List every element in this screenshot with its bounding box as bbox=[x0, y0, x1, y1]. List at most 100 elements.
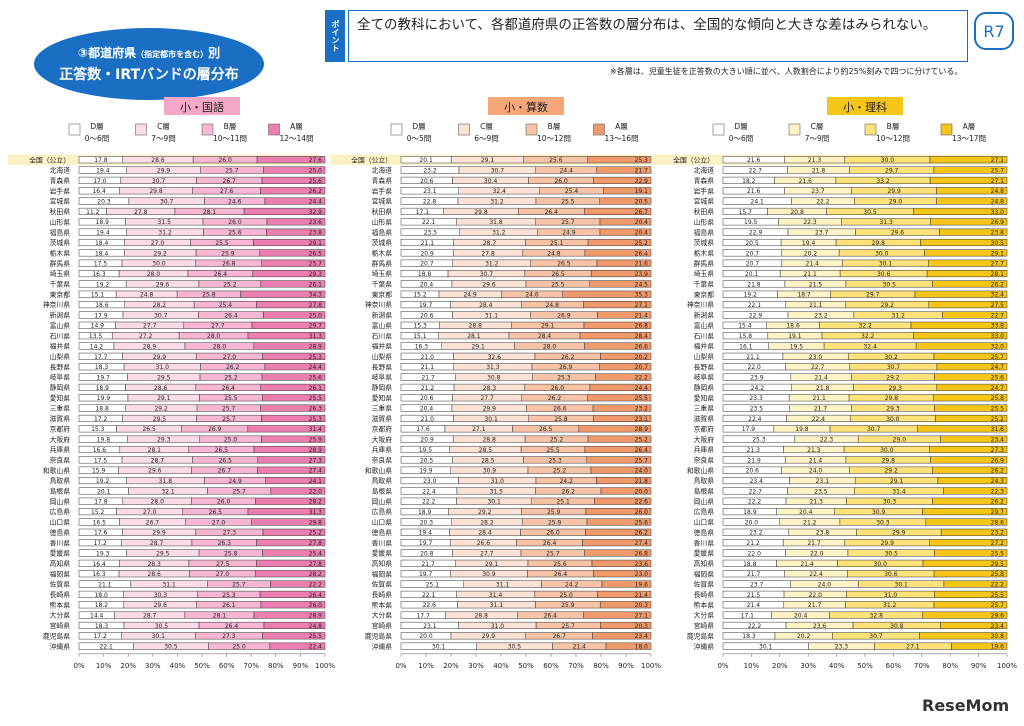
bar-value-label: 19.4 bbox=[96, 230, 110, 237]
bar-value-label: 20.1 bbox=[419, 157, 433, 164]
legend-swatch bbox=[268, 123, 280, 136]
bar-value-label: 30.0 bbox=[152, 261, 166, 268]
bar-value-label: 31.5 bbox=[158, 219, 172, 226]
bar-segment bbox=[600, 487, 652, 495]
x-tick-label: 80% bbox=[268, 662, 284, 670]
bar-value-label: 17.5 bbox=[94, 261, 108, 268]
bar-value-label: 21.6 bbox=[747, 157, 761, 164]
bar-value-label: 31.4 bbox=[892, 488, 906, 495]
bar-value-label: 15.4 bbox=[738, 323, 752, 330]
bar-value-label: 25.3 bbox=[222, 592, 236, 599]
legend-layer-label: C層 bbox=[480, 122, 493, 131]
bar-segment bbox=[910, 321, 1008, 329]
bar-value-label: 21.7 bbox=[808, 602, 822, 609]
bar-value-label: 29.1 bbox=[481, 157, 495, 164]
bar-value-label: 27.7 bbox=[211, 323, 225, 330]
bar-segment bbox=[592, 632, 652, 640]
bar-value-label: 24.4 bbox=[309, 364, 323, 371]
bar-segment bbox=[930, 218, 1008, 226]
bar-value-label: 25.7 bbox=[635, 457, 649, 464]
prefecture-label: 静岡県 bbox=[694, 383, 715, 392]
bar-value-label: 30.7 bbox=[491, 167, 505, 174]
bar-value-label: 24.3 bbox=[991, 478, 1005, 485]
prefecture-label: 鹿児島県 bbox=[365, 631, 392, 640]
prefecture-label: 宮城県 bbox=[694, 197, 715, 206]
bar-value-label: 14.9 bbox=[91, 323, 105, 330]
bar-value-label: 26.7 bbox=[552, 633, 566, 640]
legend-swatch bbox=[525, 123, 538, 136]
section-title-line2: 正答数・IRTバンドの層分布 bbox=[59, 67, 239, 83]
bar-value-label: 31.8 bbox=[489, 219, 503, 226]
bar-value-label: 26.8 bbox=[222, 261, 236, 268]
bar-value-label: 21.7 bbox=[807, 540, 821, 547]
bar-segment bbox=[590, 270, 652, 278]
bar-value-label: 24.8 bbox=[140, 292, 154, 299]
prefecture-label: 広島県 bbox=[50, 507, 71, 516]
bar-segment bbox=[593, 176, 652, 184]
bar-value-label: 29.9 bbox=[483, 406, 497, 413]
bar-value-label: 31.3 bbox=[309, 509, 323, 516]
prefecture-label: 茨城県 bbox=[50, 238, 71, 247]
bar-value-label: 31.3 bbox=[486, 364, 500, 371]
bar-value-label: 23.9 bbox=[635, 271, 649, 278]
bar-value-label: 30.8 bbox=[991, 633, 1005, 640]
bar-value-label: 31.3 bbox=[309, 333, 323, 340]
bar-value-label: 19.7 bbox=[419, 302, 433, 309]
bar-value-label: 22.4 bbox=[309, 644, 323, 651]
bar-value-label: 23.5 bbox=[814, 488, 828, 495]
bar-value-label: 25.5 bbox=[991, 550, 1005, 557]
bar-value-label: 15.8 bbox=[739, 333, 753, 340]
bar-value-label: 19.7 bbox=[419, 540, 433, 547]
x-tick-label: 70% bbox=[568, 662, 584, 670]
bar-value-label: 25.2 bbox=[553, 468, 567, 475]
prefecture-label: 山口県 bbox=[372, 518, 393, 527]
bar-value-label: 25.4 bbox=[565, 188, 579, 195]
bar-value-label: 19.4 bbox=[802, 240, 816, 247]
bar-value-label: 17.8 bbox=[94, 157, 108, 164]
bar-value-label: 23.2 bbox=[749, 530, 763, 537]
bar-value-label: 24.6 bbox=[228, 199, 242, 206]
bar-value-label: 30.0 bbox=[875, 250, 889, 257]
bar-value-label: 26.0 bbox=[551, 385, 565, 392]
point-label: ポイント bbox=[325, 10, 345, 62]
bar-segment bbox=[261, 176, 326, 184]
bar-value-label: 26.4 bbox=[554, 571, 568, 578]
bar-segment bbox=[596, 166, 652, 174]
bar-segment bbox=[928, 301, 1008, 309]
prefecture-label: 青森県 bbox=[50, 176, 71, 185]
prefecture-label: 福島県 bbox=[694, 228, 715, 237]
prefecture-label: 鹿児島県 bbox=[687, 631, 714, 640]
prefecture-label: 岡山県 bbox=[372, 497, 393, 506]
bar-value-label: 30.9 bbox=[482, 571, 496, 578]
legend-swatch bbox=[864, 123, 877, 136]
bar-value-label: 29.6 bbox=[991, 613, 1005, 620]
bar-value-label: 20.3 bbox=[635, 623, 649, 630]
bar-value-label: 20.8 bbox=[790, 209, 804, 216]
prefecture-label: 富山県 bbox=[50, 321, 71, 330]
bar-value-label: 21.9 bbox=[747, 457, 761, 464]
prefecture-label: 沖縄県 bbox=[694, 642, 715, 651]
bar-segment bbox=[943, 580, 1008, 588]
bar-segment bbox=[599, 228, 652, 236]
bar-segment bbox=[929, 445, 1008, 454]
bar-segment bbox=[251, 321, 326, 329]
bar-value-label: 25.0 bbox=[559, 592, 573, 599]
prefecture-label: 全国（公立） bbox=[673, 155, 714, 164]
prefecture-label: 千葉県 bbox=[50, 280, 71, 289]
legend-swatch bbox=[135, 123, 147, 136]
bar-segment bbox=[253, 238, 326, 247]
bar-segment bbox=[584, 249, 652, 257]
bar-value-label: 23.4 bbox=[635, 633, 649, 640]
bar-value-label: 28.3 bbox=[147, 561, 161, 568]
bar-value-label: 32.9 bbox=[309, 209, 323, 216]
bar-value-label: 28.1 bbox=[148, 447, 162, 454]
bar-value-label: 27.7 bbox=[480, 395, 494, 402]
prefecture-label: 鳥取県 bbox=[372, 476, 393, 485]
bar-value-label: 22.1 bbox=[422, 219, 436, 226]
bar-value-label: 29.8 bbox=[872, 240, 886, 247]
bar-value-label: 17.2 bbox=[94, 416, 108, 423]
bar-segment bbox=[262, 352, 326, 360]
bar-segment bbox=[932, 280, 1008, 288]
bar-value-label: 19.7 bbox=[419, 571, 433, 578]
bar-value-label: 18.4 bbox=[95, 250, 109, 257]
